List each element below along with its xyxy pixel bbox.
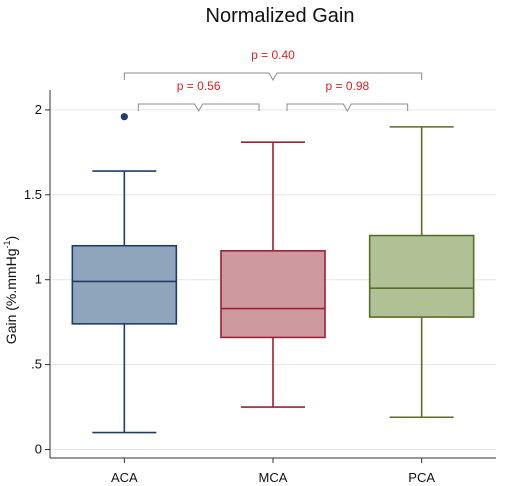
x-tick-label: PCA (408, 470, 435, 485)
iqr-box (71, 244, 178, 325)
box-pca (368, 126, 475, 419)
iqr-box (220, 250, 326, 339)
bracket-line (286, 103, 409, 113)
comparison-bracket: p = 0.56 (137, 79, 260, 113)
y-tick-label: 1 (35, 272, 42, 287)
y-tick-label: .5 (31, 357, 42, 372)
y-tick-labels: 0 .5 1 1.5 2 (24, 102, 42, 457)
y-tick-label: 1.5 (24, 187, 42, 202)
p-value-label: p = 0.98 (325, 79, 369, 93)
box-mca (220, 141, 326, 408)
y-axis-label-suffix: ) (3, 236, 19, 241)
bracket-line (123, 72, 423, 82)
y-tick-label: 0 (35, 442, 42, 457)
chart-title: Normalized Gain (206, 5, 355, 27)
comparison-bracket: p = 0.98 (286, 79, 409, 113)
bracket-line (137, 103, 260, 113)
significance-brackets: p = 0.40 p = 0.56 p = 0.98 (123, 48, 423, 113)
box-series (71, 113, 475, 434)
p-value-label: p = 0.40 (251, 48, 295, 62)
box-aca (71, 113, 178, 434)
iqr-box (368, 234, 475, 318)
p-value-label: p = 0.56 (177, 79, 221, 93)
x-tick-label: MCA (259, 470, 288, 485)
y-axis-label: Gain (%.mmHg-1) (2, 236, 19, 344)
y-tick-label: 2 (35, 102, 42, 117)
y-axis-label-superscript: -1 (2, 240, 12, 248)
x-tick-labels: ACA MCA PCA (111, 470, 435, 485)
x-tick-label: ACA (111, 470, 138, 485)
comparison-bracket: p = 0.40 (123, 48, 423, 82)
outlier-point (120, 113, 128, 121)
y-axis-label-text: Gain (%.mmHg (3, 249, 19, 345)
axes (45, 90, 496, 463)
